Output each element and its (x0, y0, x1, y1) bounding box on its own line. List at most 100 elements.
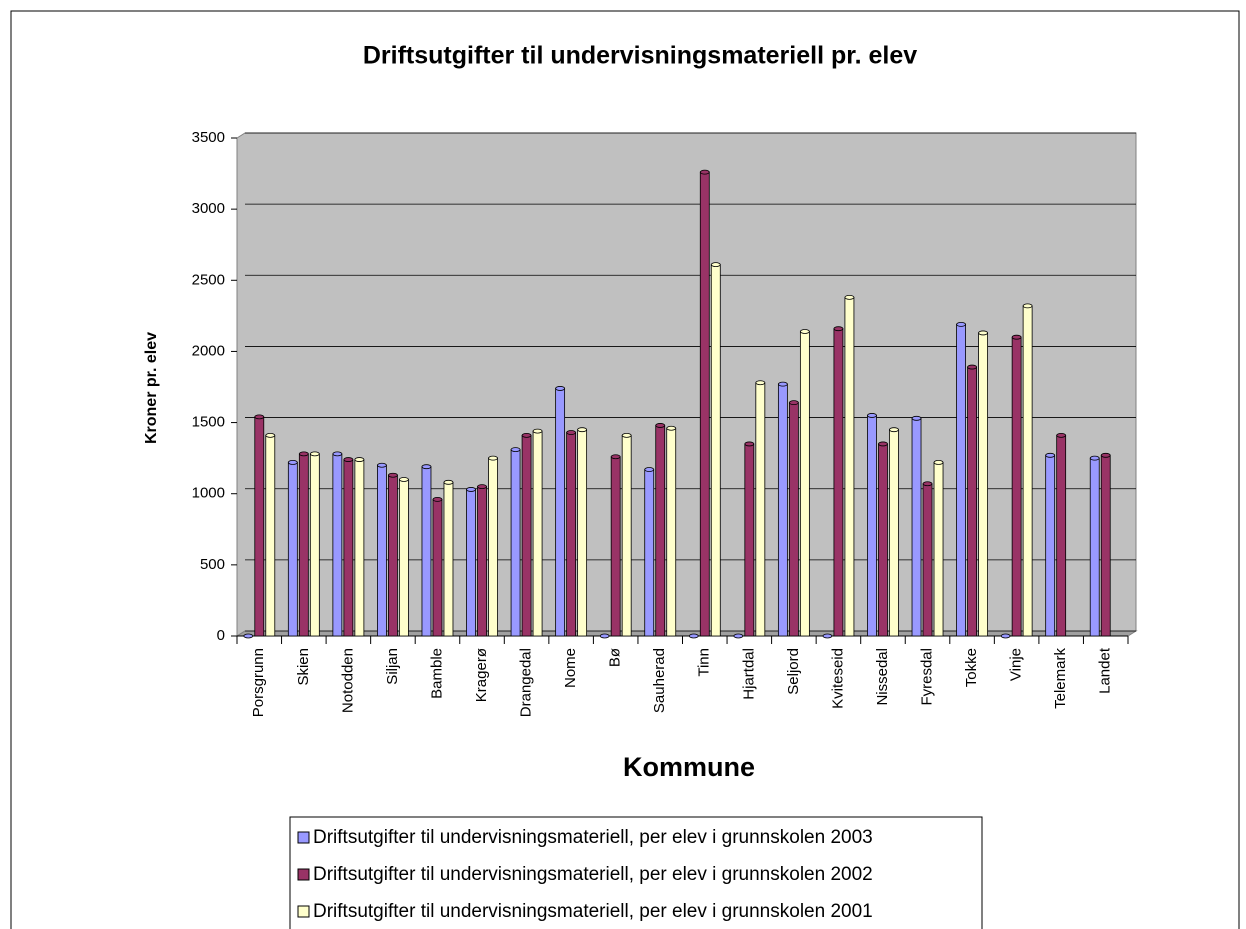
bar (621, 434, 632, 637)
bar-cap (799, 329, 810, 334)
bar-cap (967, 364, 977, 370)
bar (1045, 454, 1056, 637)
bar (388, 474, 398, 637)
bar (354, 459, 365, 637)
x-tick-label: Telemark (1052, 648, 1069, 709)
bar (577, 429, 588, 637)
bar-cap (1022, 303, 1033, 309)
bar-cap (265, 432, 276, 438)
bar-cap (1089, 455, 1100, 461)
bar (911, 417, 922, 637)
bar (933, 462, 944, 637)
bar (309, 453, 320, 637)
y-tick-label: 1000 (192, 485, 225, 502)
x-tick-label: Kviteseid (829, 648, 846, 709)
y-tick-label: 1500 (192, 414, 225, 431)
bar (555, 388, 566, 637)
back-wall (236, 132, 1137, 637)
bar (287, 462, 298, 637)
bar-cap (666, 425, 677, 431)
bar-cap (521, 432, 532, 438)
legend (289, 816, 983, 929)
bar (343, 459, 354, 637)
bar-cap (788, 400, 799, 406)
bar (1022, 305, 1033, 637)
bar (833, 328, 844, 637)
bar (1089, 457, 1100, 637)
x-axis-label: Kommune (623, 752, 755, 782)
bar-cap (343, 457, 354, 462)
bar-cap (399, 477, 409, 482)
bar-cap (699, 169, 710, 175)
bar-cap (1011, 334, 1022, 340)
y-tick-label: 3000 (192, 200, 225, 217)
bar (1011, 336, 1022, 637)
x-tick-label: Sauherad (651, 648, 668, 713)
x-tick-label: Porsgrunn (250, 648, 267, 717)
bar-cap (777, 381, 788, 387)
x-tick-label: Drangedal (518, 648, 535, 717)
bar (265, 434, 276, 637)
bar-cap (655, 423, 666, 428)
y-tick-label: 2500 (192, 271, 225, 288)
y-tick-label: 0 (217, 627, 225, 644)
bar (788, 402, 799, 637)
bar (332, 453, 343, 637)
bar-cap (1000, 633, 1011, 639)
legend-swatch (297, 905, 310, 918)
bar-cap (254, 414, 265, 420)
bar-cap (755, 380, 766, 386)
bar-cap (688, 633, 699, 639)
legend-label: Driftsutgifter til undervisningsmateriel… (313, 901, 873, 922)
bar (878, 443, 888, 637)
bar-cap (432, 497, 443, 502)
legend-label: Driftsutgifter til undervisningsmateriel… (313, 827, 873, 848)
bar-cap (577, 427, 588, 433)
bar (432, 499, 443, 637)
bar-cap (443, 479, 454, 485)
bar (889, 429, 899, 637)
bar-cap (354, 457, 365, 462)
bar (710, 264, 721, 637)
x-tick-label: Bø (607, 648, 624, 667)
bar (655, 425, 666, 637)
bar-cap (309, 451, 320, 457)
bar (477, 486, 487, 637)
bar (488, 457, 498, 637)
legend-swatch (297, 831, 310, 844)
bar (978, 332, 988, 637)
bar-cap (867, 413, 877, 418)
bar-cap (421, 464, 432, 470)
bar (867, 415, 877, 637)
x-tick-label: Vinje (1008, 648, 1025, 681)
bar (666, 427, 677, 637)
bar-cap (510, 447, 521, 453)
bar-cap (933, 460, 944, 465)
bar (254, 416, 265, 637)
bar-cap (911, 415, 922, 421)
bar-cap (599, 633, 610, 639)
bar (644, 469, 655, 637)
x-tick-label: Tokke (963, 648, 980, 687)
bar-cap (833, 326, 844, 332)
bar (610, 456, 621, 637)
bar (844, 296, 855, 637)
bar-cap (644, 467, 655, 472)
y-axis-label: Kroner pr. elev (143, 332, 160, 444)
x-tick-label: Tinn (696, 648, 713, 677)
legend-label: Driftsutgifter til undervisningsmateriel… (313, 864, 873, 885)
x-tick-label: Landet (1097, 647, 1114, 694)
bar-cap (844, 294, 855, 300)
bar (777, 383, 788, 637)
bar-cap (978, 330, 988, 336)
bar (521, 434, 532, 637)
x-tick-label: Hjartdal (740, 648, 757, 700)
y-tick-label: 2000 (192, 342, 225, 359)
x-tick-label: Fyresdal (918, 648, 935, 706)
bar-cap (298, 451, 309, 457)
x-tick-label: Nome (562, 648, 579, 688)
bar (443, 481, 454, 637)
legend-swatch (297, 868, 310, 881)
bar-cap (822, 633, 833, 639)
